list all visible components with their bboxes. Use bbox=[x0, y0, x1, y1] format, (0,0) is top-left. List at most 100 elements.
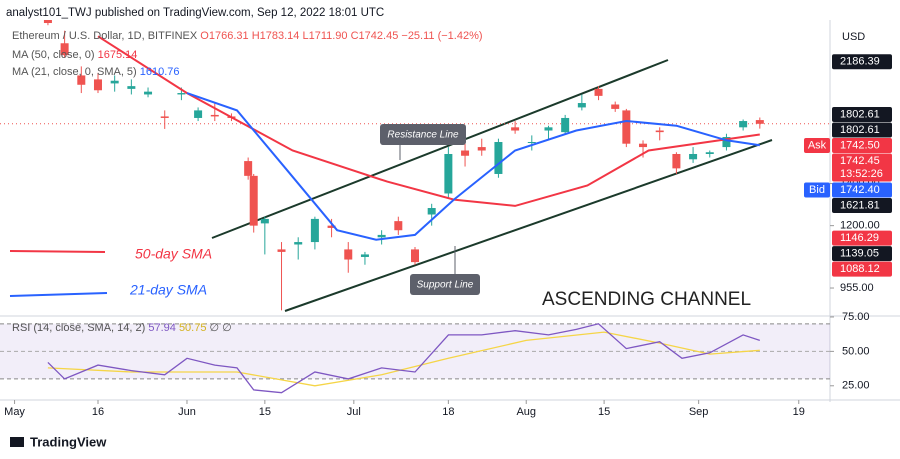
y-tick-label: 1200.00 bbox=[840, 220, 880, 232]
rsi-sma-value: 50.75 bbox=[179, 322, 207, 334]
candle-body bbox=[594, 88, 603, 96]
price-tag-label: 1742.50 bbox=[840, 139, 880, 151]
candle-body bbox=[249, 175, 258, 226]
candle-body bbox=[672, 153, 681, 169]
rsi-markers: ∅ ∅ bbox=[210, 322, 232, 334]
candle-body bbox=[177, 93, 186, 95]
candle-body bbox=[127, 86, 136, 89]
ma-value: 1610.76 bbox=[140, 66, 180, 78]
x-tick-label: Aug bbox=[516, 406, 536, 418]
callout-box bbox=[410, 274, 480, 295]
candle-body bbox=[427, 208, 436, 215]
ohlc: H1783.14 bbox=[252, 30, 300, 42]
rsi-tick-label: 25.00 bbox=[842, 380, 870, 392]
candle-body bbox=[527, 142, 536, 144]
candle-body bbox=[377, 234, 386, 238]
callout-box bbox=[380, 124, 466, 145]
candle-body bbox=[294, 242, 303, 245]
sma50-label: 50-day SMA bbox=[135, 246, 212, 262]
resistance-label: Resistance Line bbox=[387, 130, 459, 141]
candle-body bbox=[622, 110, 631, 144]
candle-body bbox=[705, 152, 714, 154]
price-tag-label: 1088.12 bbox=[840, 263, 880, 275]
brand-name: TradingView bbox=[30, 434, 107, 449]
candle-body bbox=[194, 110, 203, 118]
rsi-value: 57.94 bbox=[148, 322, 176, 334]
x-tick-label: Jun bbox=[178, 406, 196, 418]
price-tag-sub: 13:52:26 bbox=[840, 168, 883, 180]
price-tag bbox=[832, 230, 892, 246]
support-label: Support Line bbox=[417, 280, 474, 291]
side-tag bbox=[804, 138, 830, 154]
candle-body bbox=[260, 218, 269, 224]
candle-body bbox=[360, 254, 369, 257]
ohlc: C1742.45 bbox=[351, 30, 399, 42]
candle-body bbox=[689, 153, 698, 160]
candle-body bbox=[655, 130, 664, 133]
candle-body bbox=[444, 153, 453, 194]
price-axis: 1400.001200.00955.002186.391802.611802.6… bbox=[804, 54, 892, 392]
candle-body bbox=[310, 218, 319, 243]
side-tag-label: Ask bbox=[808, 139, 827, 151]
ohlc: O1766.31 bbox=[200, 30, 248, 42]
legend-line bbox=[9, 292, 108, 297]
candle-body bbox=[411, 249, 419, 263]
x-tick-label: 15 bbox=[259, 406, 271, 418]
price-tag-label: 1802.61 bbox=[840, 108, 880, 120]
x-tick-label: May bbox=[4, 406, 25, 418]
x-tick-label: 19 bbox=[793, 406, 805, 418]
y-tick-label: 955.00 bbox=[840, 282, 874, 294]
price-tag-label: 1139.05 bbox=[840, 248, 879, 260]
symbol: Ethereum / U.S. Dollar, 1D, BITFINEX O17… bbox=[12, 30, 483, 42]
price-tag-label: 1802.61 bbox=[840, 124, 880, 136]
candle-body bbox=[561, 117, 570, 133]
resistance-line bbox=[211, 59, 669, 239]
side-tag-label: Bid bbox=[809, 184, 825, 196]
candle-body bbox=[739, 121, 748, 128]
candle-body bbox=[639, 143, 648, 148]
candle-body bbox=[511, 127, 520, 131]
sma21-label: 21-day SMA bbox=[129, 282, 207, 298]
price-tag-label: 2186.39 bbox=[840, 56, 880, 68]
ma-name: MA (50, close, 0) bbox=[12, 49, 95, 61]
candle-body bbox=[244, 161, 253, 176]
price-tag bbox=[832, 138, 892, 154]
candle-body bbox=[494, 142, 503, 174]
price-tag-label: 1742.40 bbox=[840, 184, 880, 196]
rsi-pane bbox=[0, 323, 830, 394]
series-line bbox=[47, 323, 761, 394]
candle-body bbox=[93, 79, 102, 91]
x-tick-label: Sep bbox=[689, 406, 709, 418]
candle-body bbox=[60, 43, 69, 56]
price-tag bbox=[832, 182, 892, 198]
support-line bbox=[284, 139, 773, 312]
brand: TradingView bbox=[10, 434, 107, 449]
candle-body bbox=[477, 147, 486, 151]
rsi-tick-label: 50.00 bbox=[842, 345, 870, 357]
ma-legend: MA (21, close, 0, SMA, 5) 1610.76 bbox=[12, 66, 180, 78]
change: −25.11 (−1.42%) bbox=[401, 30, 482, 42]
candle-body bbox=[144, 91, 153, 95]
candle-body bbox=[722, 137, 731, 148]
x-tick-label: 15 bbox=[598, 406, 610, 418]
price-tag bbox=[832, 198, 892, 214]
candle-body bbox=[77, 75, 86, 85]
candle-body bbox=[344, 249, 353, 260]
price-tag bbox=[832, 261, 892, 277]
rsi-tick-label: 75.00 bbox=[842, 311, 870, 323]
price-tag bbox=[832, 107, 892, 123]
x-tick-label: 18 bbox=[442, 406, 454, 418]
candle-body bbox=[327, 225, 336, 228]
candle-body bbox=[43, 20, 52, 24]
ohlc: L1711.90 bbox=[302, 30, 347, 42]
x-tick-label: Jul bbox=[347, 406, 361, 418]
candle-body bbox=[461, 150, 470, 156]
price-tag bbox=[832, 246, 892, 262]
symbol-text: Ethereum / U.S. Dollar, 1D, BITFINEX bbox=[12, 30, 198, 42]
price-tag bbox=[832, 54, 892, 70]
candle-body bbox=[394, 221, 403, 231]
price-tag bbox=[832, 153, 892, 182]
publisher: analyst101_TWJ published on TradingView.… bbox=[6, 7, 384, 19]
